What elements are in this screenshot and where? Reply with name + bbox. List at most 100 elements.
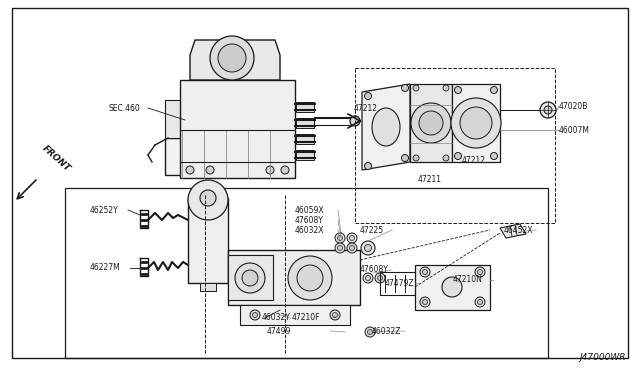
Circle shape bbox=[365, 163, 371, 170]
Circle shape bbox=[266, 166, 274, 174]
Polygon shape bbox=[165, 100, 247, 138]
Bar bbox=[296, 102, 314, 112]
Circle shape bbox=[443, 155, 449, 161]
Circle shape bbox=[475, 297, 485, 307]
Text: 47608Y: 47608Y bbox=[295, 215, 324, 224]
Circle shape bbox=[200, 190, 216, 206]
Circle shape bbox=[460, 107, 492, 139]
Text: 46227M: 46227M bbox=[90, 263, 121, 273]
Text: 47608Y: 47608Y bbox=[360, 266, 389, 275]
Text: 47212: 47212 bbox=[462, 155, 486, 164]
Circle shape bbox=[477, 299, 483, 305]
Circle shape bbox=[363, 273, 373, 283]
Circle shape bbox=[349, 246, 355, 250]
Circle shape bbox=[375, 273, 385, 283]
Circle shape bbox=[242, 270, 258, 286]
Bar bbox=[188, 198, 228, 283]
Circle shape bbox=[442, 277, 462, 297]
Text: 47210F: 47210F bbox=[292, 314, 321, 323]
Text: SEC.460: SEC.460 bbox=[108, 103, 140, 112]
Circle shape bbox=[365, 327, 375, 337]
Text: 47210N: 47210N bbox=[453, 276, 483, 285]
Circle shape bbox=[422, 269, 428, 275]
Circle shape bbox=[490, 87, 497, 93]
Bar bbox=[296, 134, 314, 144]
Text: 46032Y: 46032Y bbox=[262, 314, 291, 323]
Bar bbox=[355, 68, 555, 223]
Circle shape bbox=[419, 111, 443, 135]
Polygon shape bbox=[452, 84, 500, 162]
Text: 47499: 47499 bbox=[267, 327, 291, 336]
Circle shape bbox=[281, 166, 289, 174]
Ellipse shape bbox=[372, 108, 400, 146]
Text: 46452X: 46452X bbox=[504, 225, 534, 234]
Circle shape bbox=[297, 265, 323, 291]
Text: J47000WR: J47000WR bbox=[579, 353, 626, 362]
Circle shape bbox=[365, 276, 371, 280]
Circle shape bbox=[378, 276, 383, 280]
Polygon shape bbox=[180, 80, 295, 178]
Circle shape bbox=[451, 98, 501, 148]
Bar bbox=[65, 188, 548, 358]
Polygon shape bbox=[228, 250, 360, 305]
Circle shape bbox=[186, 166, 194, 174]
Text: 47020B: 47020B bbox=[559, 102, 588, 110]
Circle shape bbox=[288, 256, 332, 300]
Circle shape bbox=[413, 155, 419, 161]
Circle shape bbox=[335, 243, 345, 253]
Circle shape bbox=[347, 233, 357, 243]
Text: 46007M: 46007M bbox=[559, 125, 590, 135]
Circle shape bbox=[420, 297, 430, 307]
Circle shape bbox=[350, 116, 360, 126]
Text: 46032X: 46032X bbox=[295, 225, 324, 234]
Circle shape bbox=[330, 310, 340, 320]
Text: 47479Z: 47479Z bbox=[385, 279, 415, 289]
Circle shape bbox=[454, 153, 461, 160]
Circle shape bbox=[206, 166, 214, 174]
Bar bbox=[296, 150, 314, 160]
Bar bbox=[200, 283, 216, 291]
Bar bbox=[240, 305, 350, 325]
Circle shape bbox=[454, 87, 461, 93]
Polygon shape bbox=[362, 84, 410, 170]
Text: 46032Z: 46032Z bbox=[372, 327, 401, 336]
Circle shape bbox=[540, 102, 556, 118]
Bar bbox=[415, 265, 490, 310]
Circle shape bbox=[475, 267, 485, 277]
Circle shape bbox=[235, 263, 265, 293]
Circle shape bbox=[365, 93, 371, 99]
Polygon shape bbox=[190, 40, 280, 80]
Circle shape bbox=[367, 330, 372, 334]
Bar bbox=[296, 118, 314, 128]
Bar bbox=[228, 255, 273, 300]
Circle shape bbox=[253, 312, 257, 317]
Text: FRONT: FRONT bbox=[40, 143, 72, 173]
Circle shape bbox=[401, 84, 408, 92]
Text: 47212: 47212 bbox=[354, 103, 378, 112]
Polygon shape bbox=[165, 138, 247, 175]
Circle shape bbox=[422, 299, 428, 305]
Circle shape bbox=[333, 312, 337, 317]
Circle shape bbox=[361, 241, 375, 255]
Circle shape bbox=[335, 233, 345, 243]
Circle shape bbox=[490, 153, 497, 160]
Circle shape bbox=[411, 103, 451, 143]
Circle shape bbox=[210, 36, 254, 80]
Circle shape bbox=[250, 310, 260, 320]
Circle shape bbox=[337, 235, 342, 241]
Text: 47225: 47225 bbox=[360, 225, 384, 234]
Polygon shape bbox=[410, 84, 452, 162]
Circle shape bbox=[544, 106, 552, 114]
Text: 46252Y: 46252Y bbox=[90, 205, 119, 215]
Text: 46059X: 46059X bbox=[295, 205, 324, 215]
Circle shape bbox=[477, 269, 483, 275]
Polygon shape bbox=[500, 224, 526, 238]
Circle shape bbox=[218, 44, 246, 72]
Circle shape bbox=[365, 244, 371, 251]
Text: 47211: 47211 bbox=[418, 175, 442, 184]
Circle shape bbox=[443, 85, 449, 91]
Circle shape bbox=[401, 154, 408, 161]
Circle shape bbox=[347, 243, 357, 253]
Circle shape bbox=[349, 235, 355, 241]
Circle shape bbox=[420, 267, 430, 277]
